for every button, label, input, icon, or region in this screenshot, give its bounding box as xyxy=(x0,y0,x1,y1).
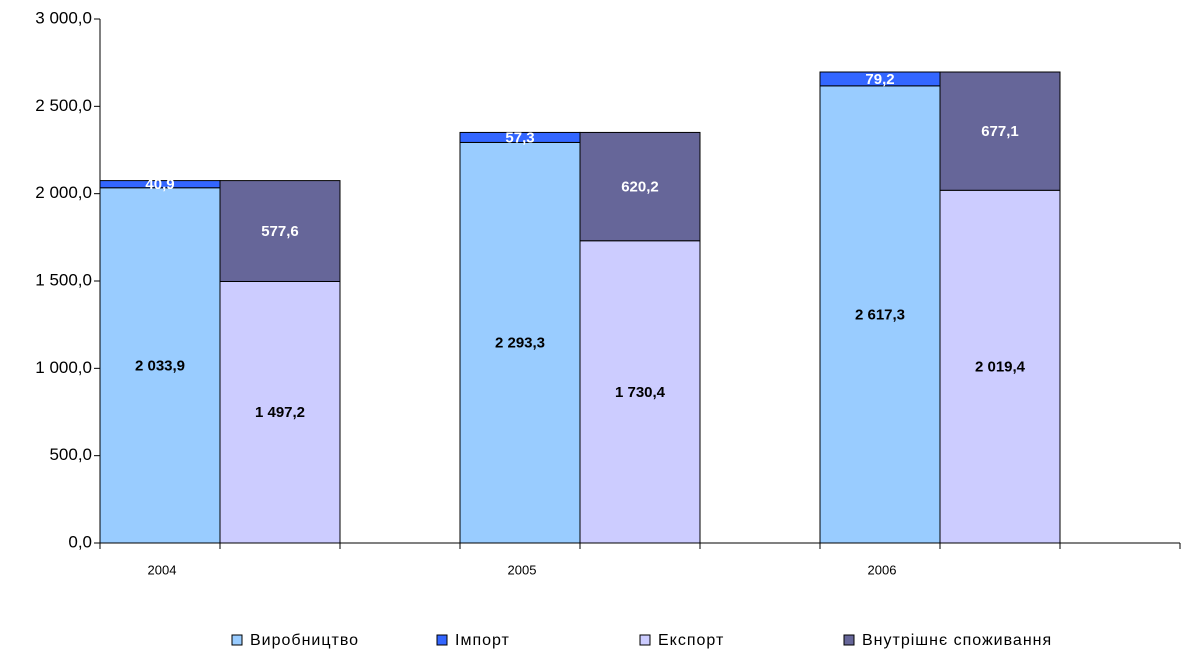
legend-swatch xyxy=(639,634,651,646)
bar-segment xyxy=(459,141,581,544)
bar-segment xyxy=(939,189,1061,544)
y-tick-label: 1 500,0 xyxy=(35,270,92,289)
y-tick-label: 3 000,0 xyxy=(35,8,92,27)
x-tick-label: 2004 xyxy=(148,562,177,577)
data-label: 57,3 xyxy=(505,129,534,146)
y-tick-label: 1 000,0 xyxy=(35,358,92,377)
legend-label: Імпорт xyxy=(455,632,510,649)
data-label: 577,6 xyxy=(261,223,299,240)
bar-segment xyxy=(579,240,701,544)
x-tick-label: 2006 xyxy=(868,562,897,577)
legend-swatch xyxy=(231,634,243,646)
data-label: 2 617,3 xyxy=(855,306,905,323)
data-label: 677,1 xyxy=(981,123,1019,140)
data-label: 2 019,4 xyxy=(975,359,1026,376)
data-label: 79,2 xyxy=(865,71,894,88)
y-tick-label: 2 000,0 xyxy=(35,183,92,202)
x-tick-label: 2005 xyxy=(508,562,537,577)
legend-label: Внутрішнє споживання xyxy=(862,632,1052,649)
y-tick-label: 0,0 xyxy=(68,532,92,551)
data-label: 2 033,9 xyxy=(135,357,185,374)
bar-segment xyxy=(819,85,941,544)
bar-segment xyxy=(579,131,701,242)
legend-swatch xyxy=(843,634,855,646)
y-tick-label: 2 500,0 xyxy=(35,96,92,115)
data-label: 1 730,4 xyxy=(615,384,666,401)
data-label: 620,2 xyxy=(621,179,659,196)
legend-label: Експорт xyxy=(658,632,724,649)
data-label: 1 497,2 xyxy=(255,404,305,421)
bar-segment xyxy=(939,71,1061,191)
legend-label: Виробництво xyxy=(250,632,359,649)
y-tick-label: 500,0 xyxy=(49,445,92,464)
legend-swatch xyxy=(436,634,448,646)
data-label: 2 293,3 xyxy=(495,335,545,352)
bar-segment xyxy=(219,180,341,282)
data-label: 40,9 xyxy=(145,176,174,193)
